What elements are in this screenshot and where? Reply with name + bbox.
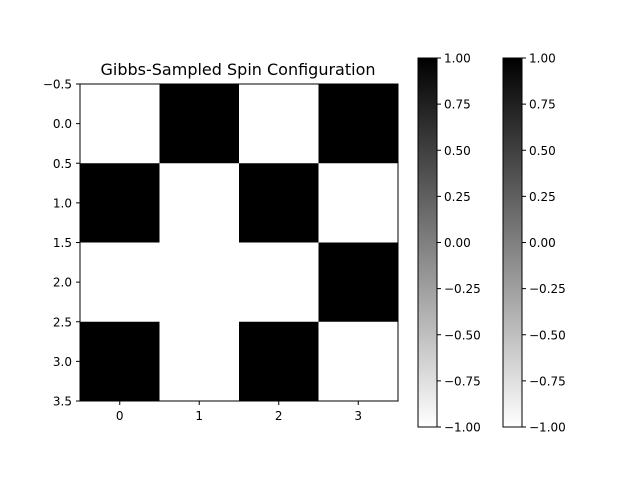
chart-title: Gibbs-Sampled Spin Configuration (101, 60, 376, 79)
colorbar-tick-label: 0.50 (444, 144, 471, 158)
colorbar-tick-label: 0.75 (444, 98, 471, 112)
colorbar-tick-label: −0.50 (529, 328, 566, 342)
y-tick-label: 0.0 (53, 117, 72, 131)
y-tick-label: 3.5 (53, 395, 72, 409)
y-tick-label: 3.0 (53, 355, 72, 369)
colorbar-1: 1.00 0.75 0.50 0.25 0.00 −0.25 −0.50 −0.75 −1.00 (417, 52, 481, 435)
colorbar-tick-label: −1.00 (444, 421, 481, 435)
colorbar-tick-label: 0.25 (444, 190, 471, 204)
colorbar-tick-label: −0.25 (529, 282, 566, 296)
colorbar-tick-label: 0.75 (529, 98, 556, 112)
heatmap-cell (159, 163, 240, 243)
heatmap-cell (80, 242, 160, 323)
heatmap-cell (159, 242, 240, 323)
heatmap-cell (239, 84, 319, 164)
y-tick-label: 1.0 (53, 196, 72, 210)
heatmap-cell (80, 321, 160, 402)
y-tick-label: −0.5 (43, 78, 72, 92)
heatmap-cell (239, 321, 319, 402)
colorbar-tick-label: −0.75 (444, 374, 481, 388)
colorbar-tick-label: −0.50 (444, 328, 481, 342)
colorbar-gradient (503, 58, 522, 427)
heatmap-cell (159, 321, 240, 402)
heatmap-cell (239, 242, 319, 323)
colorbar-tick-label: 1.00 (444, 52, 471, 66)
x-tick-label: 1 (195, 409, 203, 423)
heatmap-cell (80, 84, 160, 164)
colorbar-tick-label: −0.25 (444, 282, 481, 296)
x-tick-label: 2 (275, 409, 283, 423)
x-tick-label: 3 (354, 409, 362, 423)
heatmap-cell (318, 242, 399, 323)
heatmap-plot: 0 1 2 3 −0.5 0.0 0.5 1.0 1.5 2.0 2.5 3.0 3.5 (43, 78, 399, 423)
heatmap-cell (318, 321, 399, 402)
colorbar-tick-label: 0.00 (529, 236, 556, 250)
colorbar-tick-label: 1.00 (529, 52, 556, 66)
colorbar-tick-label: 0.00 (444, 236, 471, 250)
colorbar-gradient (418, 58, 437, 427)
y-tick-label: 0.5 (53, 157, 72, 171)
heatmap-cell (80, 163, 160, 243)
colorbar-tick-label: −0.75 (529, 374, 566, 388)
heatmap-cell (159, 84, 240, 164)
colorbar-2: 1.00 0.75 0.50 0.25 0.00 −0.25 −0.50 −0.75 −1.00 (502, 52, 566, 435)
heatmap-cell (239, 163, 319, 243)
y-tick-label: 2.0 (53, 276, 72, 290)
y-tick-label: 1.5 (53, 236, 72, 250)
colorbar-tick-label: 0.50 (529, 144, 556, 158)
colorbar-tick-label: 0.25 (529, 190, 556, 204)
x-tick-label: 0 (116, 409, 124, 423)
y-tick-label: 2.5 (53, 315, 72, 329)
heatmap-cell (318, 84, 399, 164)
colorbar-tick-label: −1.00 (529, 421, 566, 435)
heatmap-cell (318, 163, 399, 243)
